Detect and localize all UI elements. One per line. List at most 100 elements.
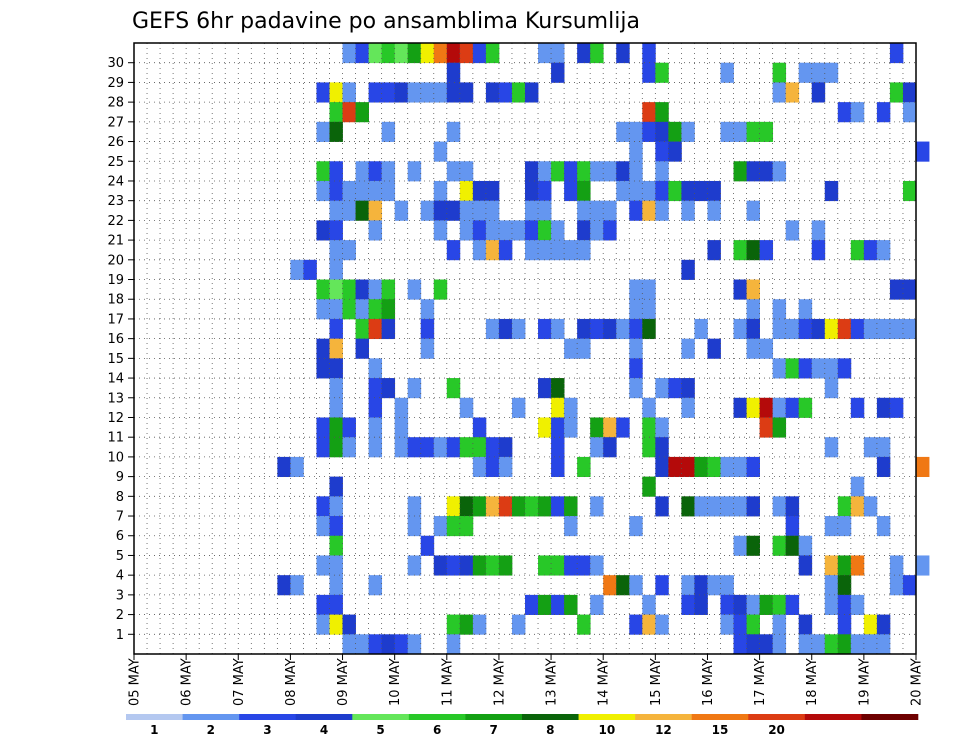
y-tick-label: 23 (107, 194, 124, 209)
colorbar-label: 15 (712, 723, 729, 737)
heatmap-cell (446, 240, 461, 261)
heatmap-cell (420, 338, 435, 359)
heatmap-cell (642, 43, 656, 64)
heatmap-cell (407, 279, 422, 300)
heatmap-cell (316, 496, 330, 517)
x-tick-label: 09 MAY (336, 658, 351, 706)
heatmap-cell (902, 318, 917, 340)
heatmap-cell (629, 141, 643, 162)
heatmap-cell (368, 43, 383, 64)
heatmap-cell (525, 161, 539, 182)
heatmap-cell (525, 240, 539, 261)
heatmap-cell (642, 102, 656, 123)
colorbar-label: 12 (655, 723, 672, 737)
heatmap-cell (290, 259, 304, 280)
heatmap-cell (459, 496, 474, 517)
heatmap-cell (655, 614, 669, 635)
heatmap-cell (511, 82, 526, 103)
heatmap-cell (551, 555, 565, 576)
heatmap-cell (798, 535, 813, 556)
heatmap-cell (642, 397, 656, 418)
heatmap-cell (902, 279, 917, 300)
heatmap-cell (459, 43, 474, 64)
heatmap-cell (277, 575, 291, 596)
y-tick-label: 3 (116, 588, 124, 603)
heatmap-cell (472, 240, 487, 261)
heatmap-cell (538, 417, 552, 438)
heatmap-cell (577, 555, 591, 576)
heatmap-cell (551, 417, 565, 438)
heatmap-cell (902, 180, 917, 202)
heatmap-cell (863, 437, 878, 458)
heatmap-cell (381, 82, 396, 103)
y-tick-label: 25 (107, 155, 124, 170)
heatmap-cell (603, 437, 617, 458)
heatmap-cell (342, 299, 356, 320)
heatmap-cell (590, 318, 604, 340)
heatmap-cell (355, 338, 369, 359)
x-tick-label: 08 MAY (284, 658, 299, 706)
heatmap-cell (564, 240, 578, 261)
heatmap-cell (616, 121, 630, 142)
heatmap-cell (837, 516, 852, 537)
heatmap-cell (525, 594, 539, 615)
heatmap-cell (733, 496, 747, 517)
heatmap-cell (759, 397, 774, 418)
heatmap-cell (759, 240, 774, 261)
heatmap-cell (329, 555, 343, 576)
heatmap-cell (342, 43, 356, 64)
heatmap-cell (577, 220, 591, 241)
colorbar-swatch (861, 714, 919, 720)
heatmap-cell (355, 279, 369, 300)
heatmap-cell (629, 516, 643, 537)
heatmap-cell (681, 496, 695, 517)
heatmap-cell (746, 594, 760, 615)
heatmap-cell (681, 200, 695, 221)
heatmap-cell (850, 397, 865, 418)
heatmap-cell (720, 614, 734, 635)
heatmap-cell (433, 180, 448, 202)
heatmap-cell (629, 180, 643, 202)
heatmap-cell (433, 200, 448, 221)
heatmap-cell (381, 279, 396, 300)
heatmap-cell (459, 161, 474, 182)
heatmap-cell (329, 200, 343, 221)
heatmap-cell (485, 240, 500, 261)
x-tick-label: 10 MAY (388, 658, 403, 706)
heatmap-cell (824, 62, 839, 83)
colorbar-swatch (465, 714, 523, 720)
heatmap-cell (394, 397, 409, 418)
heatmap-cell (707, 180, 721, 202)
heatmap-cell (590, 161, 604, 182)
heatmap-cell (342, 240, 356, 261)
heatmap-cell (642, 614, 656, 635)
y-tick-label: 21 (107, 234, 124, 249)
heatmap-cell (368, 299, 383, 320)
heatmap-cell (342, 102, 356, 123)
heatmap-cell (485, 437, 500, 458)
heatmap-cell (381, 121, 396, 142)
heatmap-cell (407, 516, 422, 537)
heatmap-cell (368, 220, 383, 241)
colorbar-swatch (126, 714, 183, 720)
heatmap-cell (916, 141, 930, 162)
y-tick-label: 7 (116, 510, 124, 525)
colorbar-swatch (295, 714, 353, 720)
heatmap-cell (772, 161, 787, 182)
heatmap-cell (511, 397, 526, 418)
heatmap-cell (694, 594, 708, 615)
heatmap-cell (733, 614, 747, 635)
heatmap-cell (603, 575, 617, 596)
y-tick-label: 6 (116, 529, 124, 544)
heatmap-cell (746, 121, 760, 142)
heatmap-cell (355, 634, 369, 655)
y-tick-label: 29 (107, 76, 124, 91)
heatmap-cell (394, 634, 409, 655)
heatmap-cell (407, 161, 422, 182)
heatmap-cell (420, 200, 435, 221)
heatmap-cell (863, 496, 878, 517)
heatmap-cell (577, 614, 591, 635)
y-tick-label: 4 (116, 569, 124, 584)
heatmap-cell (785, 220, 800, 241)
